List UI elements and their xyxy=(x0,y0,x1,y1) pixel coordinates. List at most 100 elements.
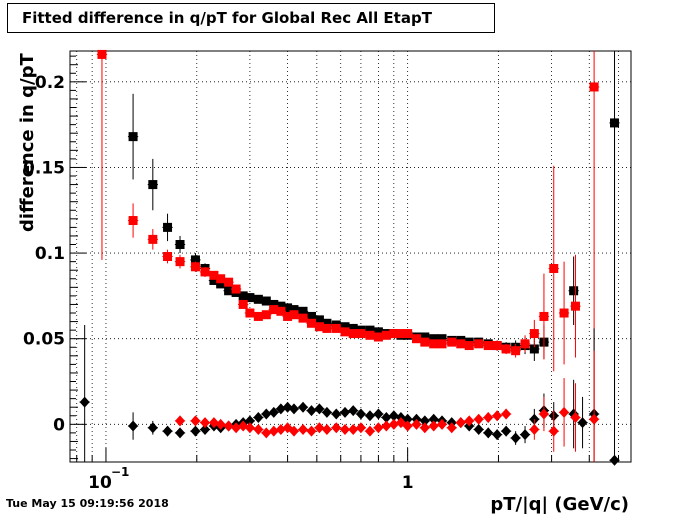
data-point xyxy=(306,311,316,321)
data-point xyxy=(314,322,324,332)
data-point xyxy=(331,408,342,420)
data-point xyxy=(261,427,272,439)
data-point xyxy=(275,423,286,435)
data-point xyxy=(175,257,185,267)
series-3 xyxy=(174,350,600,462)
axis-ticks: 0 0.05 0.1 0.15 0.2 10−1 1 xyxy=(23,55,620,493)
data-point xyxy=(373,422,384,434)
data-point xyxy=(529,329,539,339)
data-point xyxy=(269,299,279,309)
data-point xyxy=(381,411,392,423)
data-point xyxy=(577,417,588,429)
data-point xyxy=(437,418,448,430)
y-tick-label: 0.15 xyxy=(23,158,65,178)
data-point xyxy=(589,413,600,425)
data-point xyxy=(520,429,531,441)
data-point xyxy=(147,422,158,434)
data-point xyxy=(163,222,173,232)
data-point xyxy=(520,339,530,349)
data-point xyxy=(529,344,539,354)
data-point xyxy=(437,339,447,349)
data-point xyxy=(190,425,201,437)
data-point xyxy=(402,420,413,432)
data-point xyxy=(340,327,350,337)
data-point xyxy=(437,334,447,344)
data-point xyxy=(298,313,308,323)
data-point xyxy=(365,330,375,340)
data-point xyxy=(381,420,392,432)
data-point xyxy=(79,396,90,408)
data-point xyxy=(331,422,342,434)
data-point xyxy=(388,418,399,430)
data-point xyxy=(245,308,255,318)
data-point xyxy=(283,303,293,313)
data-point xyxy=(529,423,540,435)
data-point xyxy=(429,339,439,349)
data-point xyxy=(609,454,620,466)
data-point xyxy=(501,425,512,437)
data-point xyxy=(322,323,332,333)
data-point xyxy=(381,330,391,340)
data-point xyxy=(314,315,324,325)
data-point xyxy=(420,332,430,342)
data-point xyxy=(253,411,264,423)
data-point xyxy=(268,406,279,418)
data-point xyxy=(411,418,422,430)
x-tick-label: 1 xyxy=(402,473,414,493)
data-point xyxy=(190,255,200,265)
data-point xyxy=(314,422,325,434)
data-point xyxy=(200,267,210,277)
data-point xyxy=(288,425,299,437)
data-point xyxy=(569,286,579,296)
data-point xyxy=(253,311,263,321)
data-point xyxy=(538,408,549,420)
data-point xyxy=(128,216,138,226)
data-point xyxy=(148,180,158,190)
data-point xyxy=(355,422,366,434)
data-point xyxy=(348,423,359,435)
data-point xyxy=(245,293,255,303)
data-point xyxy=(501,408,512,420)
data-point xyxy=(420,337,430,347)
data-point xyxy=(261,408,272,420)
data-point xyxy=(244,422,255,434)
data-point xyxy=(223,420,234,432)
data-point xyxy=(570,301,580,311)
data-point xyxy=(456,339,466,349)
data-point xyxy=(419,422,430,434)
data-point xyxy=(364,425,375,437)
data-point xyxy=(209,270,219,280)
data-point xyxy=(216,274,226,284)
data-point xyxy=(238,291,248,301)
series-layer xyxy=(79,49,620,466)
data-point xyxy=(231,422,242,434)
data-point xyxy=(446,422,457,434)
data-point xyxy=(289,310,299,320)
plot-frame xyxy=(69,50,632,463)
data-point xyxy=(403,329,413,339)
data-point xyxy=(331,323,341,333)
data-point xyxy=(163,252,173,261)
data-point xyxy=(224,277,234,287)
data-point xyxy=(473,413,484,425)
data-point xyxy=(412,334,422,344)
data-point xyxy=(306,425,317,437)
data-point xyxy=(261,296,271,306)
x-tick-label-exponent: −1 xyxy=(111,465,129,479)
data-point xyxy=(215,418,226,430)
timestamp: Tue May 15 09:19:56 2018 xyxy=(6,497,169,510)
data-point xyxy=(340,406,351,418)
data-point xyxy=(306,318,316,328)
data-point xyxy=(364,410,375,422)
data-point xyxy=(238,420,249,432)
data-point xyxy=(314,403,325,415)
x-tick-label: 10 xyxy=(88,473,112,493)
data-point xyxy=(190,415,201,427)
data-point xyxy=(298,306,308,316)
data-point xyxy=(483,427,494,439)
data-point xyxy=(238,299,248,309)
data-point xyxy=(175,240,185,250)
data-point xyxy=(148,234,158,244)
data-point xyxy=(396,329,406,339)
data-point xyxy=(276,306,286,316)
